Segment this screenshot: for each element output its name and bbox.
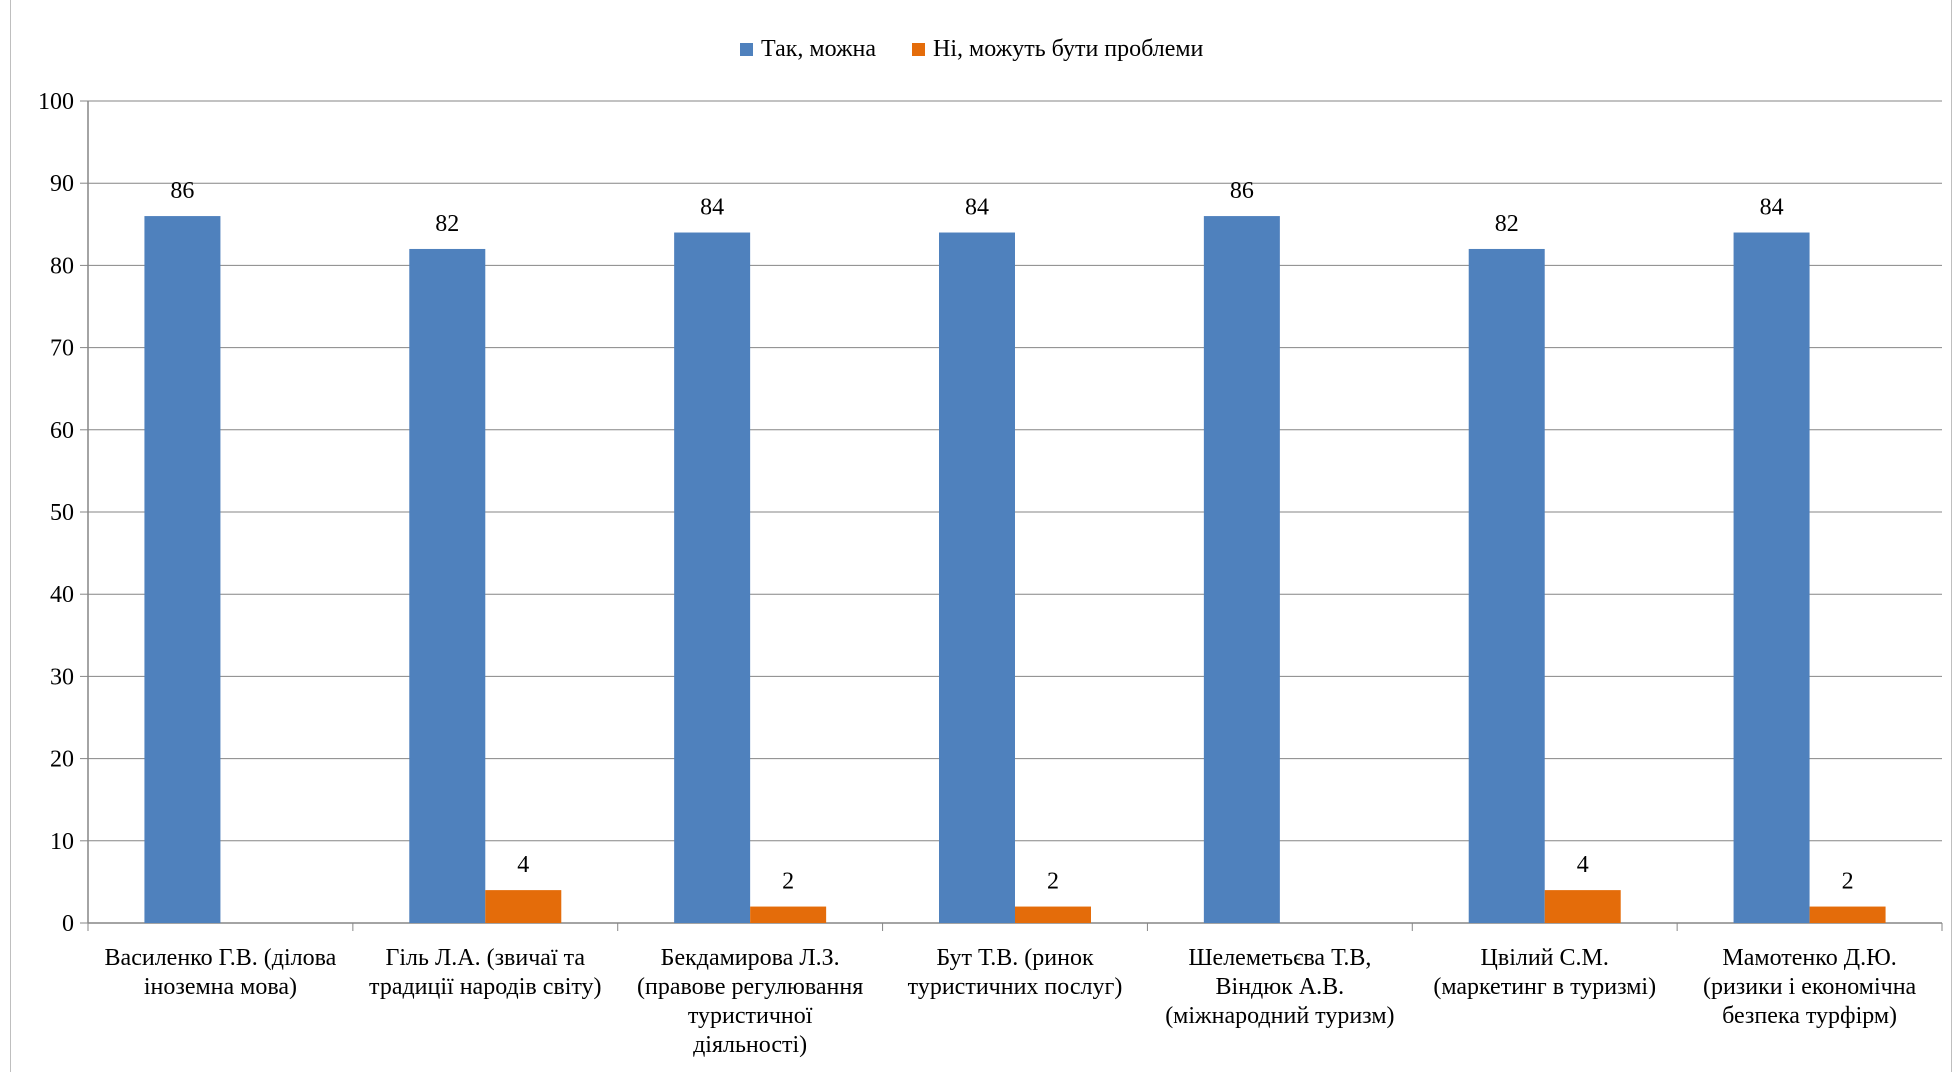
bar-series-2 bbox=[1809, 906, 1886, 923]
x-category-label: Гіль Л.А. (звичаї та традиції народів сві… bbox=[369, 945, 602, 1000]
y-tick-label: 60 bbox=[50, 418, 74, 444]
y-tick-label: 50 bbox=[50, 500, 74, 526]
data-label-series-1: 86 bbox=[170, 178, 194, 204]
x-category-label-line: Василенко Г.В. (ділова bbox=[105, 945, 337, 971]
legend-label-series-1: Так, можна bbox=[761, 36, 877, 62]
data-label-series-2: 4 bbox=[517, 852, 529, 878]
x-category-label-line: (правове регулювання bbox=[637, 974, 863, 1000]
legend-item-series-2: Ні, можуть бути проблеми bbox=[912, 36, 1203, 63]
data-label-series-1: 84 bbox=[700, 195, 724, 221]
data-label-series-2: 2 bbox=[782, 869, 794, 895]
x-category-label-line: туристичної bbox=[688, 1003, 813, 1029]
legend-swatch-series-1 bbox=[740, 43, 753, 56]
x-category-label-line: (міжнародний туризм) bbox=[1165, 1003, 1394, 1029]
legend-item-series-1: Так, можна bbox=[740, 36, 876, 63]
bar-series-2 bbox=[485, 890, 562, 923]
y-tick-label: 70 bbox=[50, 336, 74, 362]
x-category-label-line: Віндюк А.В. bbox=[1216, 974, 1345, 1000]
data-label-series-1: 86 bbox=[1230, 178, 1254, 204]
x-category-label: Бекдамирова Л.З. (правове регулювання тури… bbox=[637, 945, 863, 1058]
legend-label-series-2: Ні, можуть бути проблеми bbox=[933, 36, 1204, 62]
x-category-label-line: діяльності) bbox=[693, 1032, 807, 1058]
bar-series-1 bbox=[409, 248, 486, 923]
y-tick-label: 80 bbox=[50, 253, 74, 279]
data-label-series-1: 82 bbox=[435, 211, 459, 237]
bar-series-2 bbox=[1015, 906, 1091, 923]
x-category-label: Бут Т.В. (ринок туристичних послуг) bbox=[908, 945, 1123, 1000]
x-category-label: Цвілий С.М. (маркетинг в туризмі) bbox=[1433, 945, 1656, 1000]
x-category-label-line: (ризики і економічна bbox=[1703, 974, 1917, 1000]
data-label-series-2: 4 bbox=[1577, 852, 1589, 878]
x-category-label-line: безпека турфірм) bbox=[1722, 1003, 1897, 1029]
x-category-label-line: Цвілий С.М. bbox=[1481, 945, 1609, 971]
bar-series-2 bbox=[1544, 890, 1621, 923]
data-label-series-1: 84 bbox=[965, 195, 989, 221]
y-tick-label: 20 bbox=[50, 747, 74, 773]
x-category-label: Василенко Г.В. (ділова іноземна мова) bbox=[105, 945, 337, 1000]
y-tick-label: 90 bbox=[50, 171, 74, 197]
data-label-series-1: 84 bbox=[1760, 195, 1784, 221]
x-category-label-line: туристичних послуг) bbox=[908, 974, 1123, 1000]
y-tick-label: 10 bbox=[50, 829, 74, 855]
bar-series-2 bbox=[750, 906, 827, 923]
y-tick-label: 0 bbox=[62, 911, 74, 937]
y-tick-label: 40 bbox=[50, 582, 74, 608]
data-label-series-2: 2 bbox=[1842, 869, 1854, 895]
bar-series-1 bbox=[939, 232, 1015, 923]
bar-series-1 bbox=[144, 216, 221, 923]
bar-series-1 bbox=[674, 232, 751, 923]
chart-legend: Так, можна Ні, можуть бути проблеми bbox=[740, 36, 1203, 63]
bar-series-1 bbox=[1203, 216, 1280, 923]
x-category-label-line: іноземна мова) bbox=[144, 974, 297, 1000]
x-category-label-line: Мамотенко Д.Ю. bbox=[1722, 945, 1896, 971]
bar-series-1 bbox=[1468, 248, 1545, 923]
y-tick-label: 100 bbox=[38, 89, 74, 115]
data-label-series-1: 82 bbox=[1495, 211, 1519, 237]
x-category-label-line: Бекдамирова Л.З. bbox=[661, 945, 840, 971]
chart-frame bbox=[10, 0, 1952, 1072]
x-category-label: Мамотенко Д.Ю. (ризики і економічна безпек… bbox=[1703, 945, 1917, 1029]
x-category-label-line: (маркетинг в туризмі) bbox=[1433, 974, 1656, 1000]
x-category-label: Шелеметьєва Т.В, Віндюк А.В. (міжнародний … bbox=[1165, 945, 1394, 1029]
bar-series-1 bbox=[1733, 232, 1810, 923]
legend-swatch-series-2 bbox=[912, 43, 926, 56]
x-category-label-line: традиції народів світу) bbox=[369, 974, 602, 1000]
data-label-series-2: 2 bbox=[1047, 869, 1059, 895]
x-category-label-line: Шелеметьєва Т.В, bbox=[1188, 945, 1371, 971]
x-category-label-line: Гіль Л.А. (звичаї та bbox=[386, 945, 586, 971]
x-category-label-line: Бут Т.В. (ринок bbox=[936, 945, 1094, 971]
y-tick-label: 30 bbox=[50, 664, 74, 690]
